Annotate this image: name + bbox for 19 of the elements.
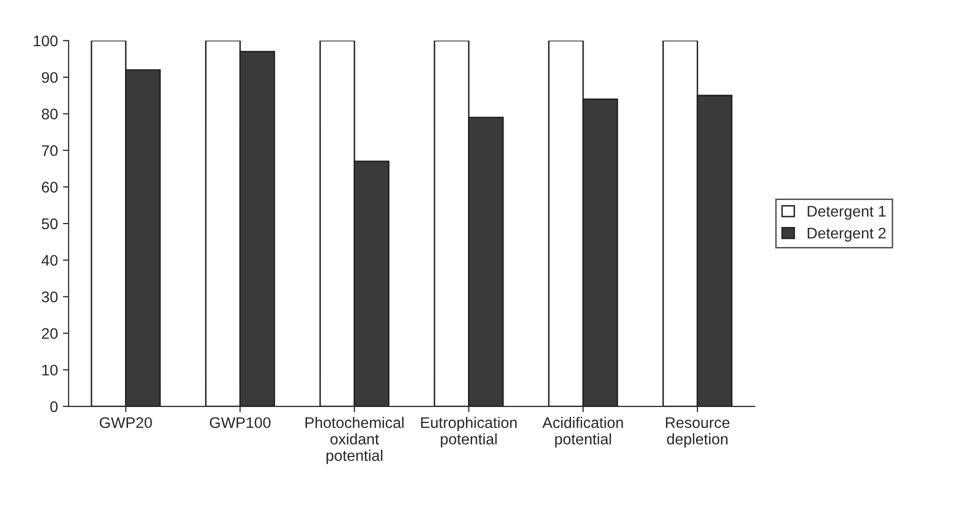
- x-tick-label: GWP100: [210, 417, 270, 428]
- x-tick-label: GWP20: [100, 417, 152, 428]
- y-tick-label: 0: [50, 401, 58, 412]
- y-tick-label: 10: [42, 364, 58, 376]
- x-tick-label: Photochemical oxidant potential: [306, 416, 404, 464]
- x-tick-label: Eutrophication potential: [421, 416, 517, 448]
- x-tick-label: Resource depletion: [666, 417, 730, 448]
- y-tick-label: 80: [42, 108, 58, 120]
- y-tick-label: 40: [42, 254, 58, 266]
- legend-label: Detergent 1: [808, 206, 886, 220]
- y-tick-label: 20: [42, 328, 58, 339]
- y-tick-label: 50: [42, 218, 58, 230]
- y-tick-label: 60: [42, 182, 58, 193]
- y-tick-label: 70: [42, 145, 58, 156]
- y-tick-label: 90: [42, 72, 58, 83]
- legend-label: Detergent 2: [808, 228, 886, 242]
- y-tick-label: 30: [42, 292, 58, 302]
- y-tick-label: 100: [34, 36, 58, 46]
- x-tick-label: Acidification potential: [542, 416, 623, 448]
